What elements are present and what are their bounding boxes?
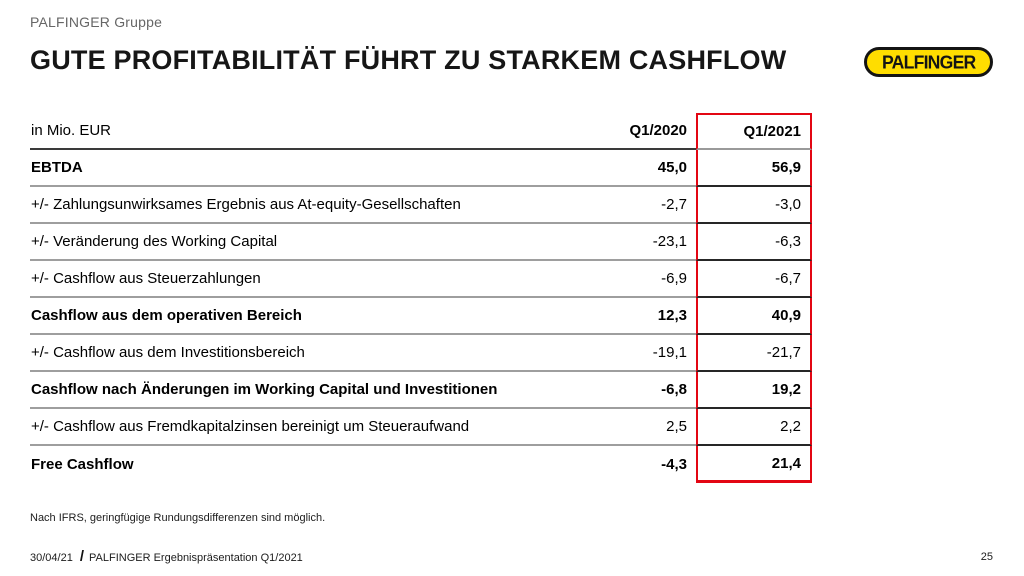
- table-row-steuerzahlungen: +/- Cashflow aus Steuerzahlungen -6,9 -6…: [30, 261, 812, 298]
- value-q1-2020: -4,3: [661, 456, 687, 473]
- value-q1-2020: -23,1: [496, 224, 696, 261]
- value-q1-2021: 2,2: [696, 409, 812, 446]
- value-q1-2020: -2,7: [496, 187, 696, 224]
- page-number: 25: [980, 551, 993, 563]
- row-label: +/- Zahlungsunwirksames Ergebnis aus At-…: [30, 187, 496, 224]
- cashflow-table: in Mio. EUR Q1/2020 Q1/2021 EBTDA 45,0 5…: [30, 113, 812, 483]
- footer-separator: /: [79, 548, 84, 565]
- page-title: GUTE PROFITABILITÄT FÜHRT ZU STARKEM CAS…: [30, 45, 787, 75]
- value-q1-2020: 2,5: [496, 409, 696, 446]
- value-q1-2021: 21,4: [696, 446, 812, 483]
- value-q1-2020: -6,9: [496, 261, 696, 298]
- value-q1-2021: -6,3: [696, 224, 812, 261]
- value-q1-2020: 45,0: [496, 150, 696, 187]
- table-row-at-equity: +/- Zahlungsunwirksames Ergebnis aus At-…: [30, 187, 812, 224]
- footer: 30/04/21 / PALFINGER Ergebnispräsentatio…: [30, 548, 303, 566]
- table-row-cashflow-nach-aenderungen: Cashflow nach Änderungen im Working Capi…: [30, 372, 812, 409]
- table-header-row: in Mio. EUR Q1/2020 Q1/2021: [30, 113, 812, 150]
- unit-label: in Mio. EUR: [30, 113, 496, 150]
- table-row-working-capital: +/- Veränderung des Working Capital -23,…: [30, 224, 812, 261]
- table-row-operativer-bereich: Cashflow aus dem operativen Bereich 12,3…: [30, 298, 812, 335]
- value-q1-2021: 19,2: [696, 372, 812, 409]
- table-row-investitionsbereich: +/- Cashflow aus dem Investitionsbereich…: [30, 335, 812, 372]
- value-q1-2021: -6,7: [696, 261, 812, 298]
- value-q1-2021: -3,0: [696, 187, 812, 224]
- value-q1-2021: 40,9: [696, 298, 812, 335]
- table-row-fremdkapitalzinsen: +/- Cashflow aus Fremdkapitalzinsen bere…: [30, 409, 812, 446]
- value-q1-2020: -6,8: [496, 372, 696, 409]
- group-label: PALFINGER Gruppe: [30, 14, 163, 30]
- value-q1-2021: 56,9: [696, 150, 812, 187]
- table-row-free-cashflow: Free Cashflow -4,3 21,4: [30, 446, 812, 483]
- value-q1-2021: -21,7: [696, 335, 812, 372]
- column-header-q1-2020: Q1/2020: [496, 113, 696, 150]
- value-q1-2020: -19,1: [496, 335, 696, 372]
- table-row-ebtda: EBTDA 45,0 56,9: [30, 150, 812, 187]
- row-label: +/- Cashflow aus Steuerzahlungen: [30, 261, 496, 298]
- row-label: EBTDA: [30, 150, 496, 187]
- value-q1-2020: 12,3: [496, 298, 696, 335]
- row-label: +/- Cashflow aus dem Investitionsbereich: [30, 335, 496, 372]
- row-label: +/- Veränderung des Working Capital: [30, 224, 496, 261]
- row-label: Cashflow aus dem operativen Bereich: [30, 298, 496, 335]
- footnote: Nach IFRS, geringfügige Rundungsdifferen…: [30, 512, 326, 524]
- column-header-q1-2021: Q1/2021: [696, 113, 812, 150]
- row-label: +/- Cashflow aus Fremdkapitalzinsen bere…: [30, 409, 496, 446]
- footer-presentation-title: PALFINGER Ergebnispräsentation Q1/2021: [89, 551, 303, 564]
- palfinger-logo-text: PALFINGER: [881, 50, 976, 72]
- row-label: Cashflow nach Änderungen im Working Capi…: [30, 372, 497, 409]
- footer-date: 30/04/21: [30, 551, 73, 564]
- palfinger-logo: PALFINGER: [864, 47, 993, 77]
- row-label: Free Cashflow: [31, 456, 134, 473]
